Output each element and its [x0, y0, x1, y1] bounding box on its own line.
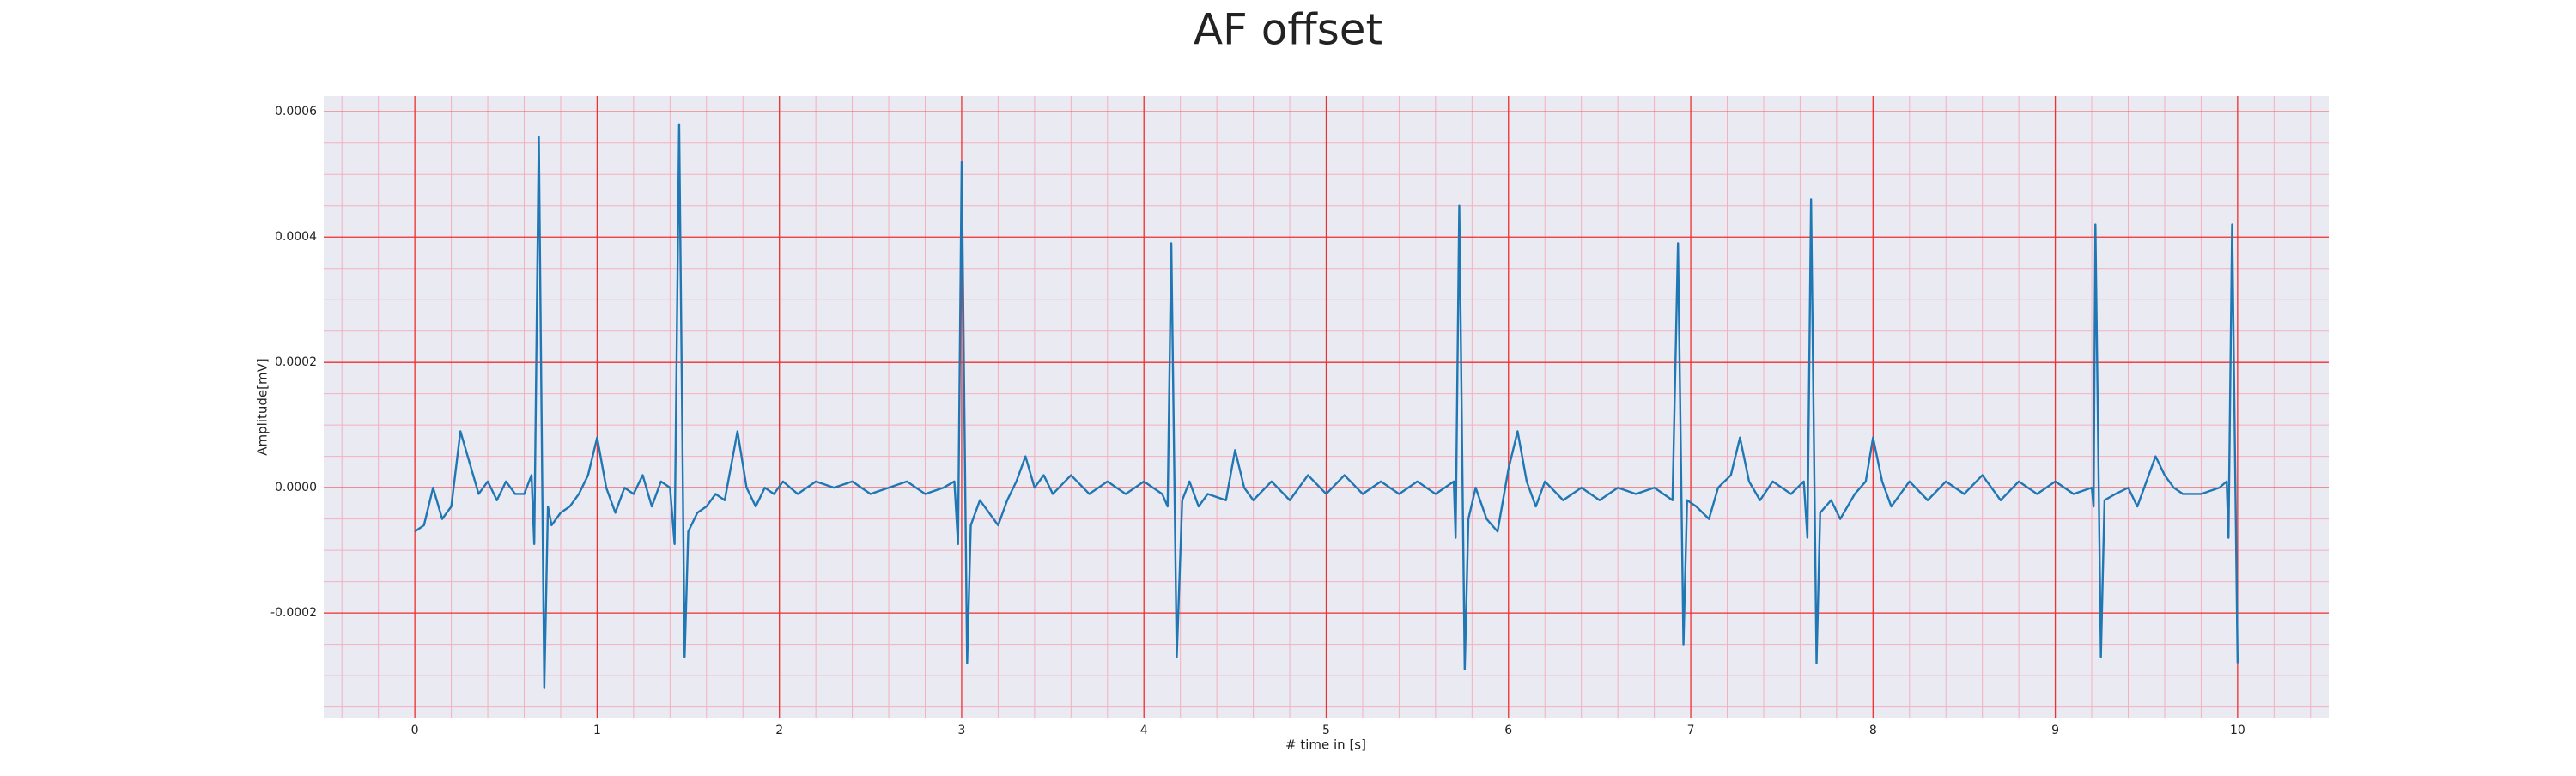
- x-axis-label: # time in [s]: [1285, 737, 1366, 753]
- x-tick-label: 0: [411, 724, 419, 737]
- chart-title: AF offset: [1194, 5, 1382, 55]
- x-tick-label: 1: [593, 724, 601, 737]
- x-tick-label: 2: [775, 724, 783, 737]
- x-tick-label: 9: [2051, 724, 2059, 737]
- x-tick-label: 4: [1140, 724, 1148, 737]
- y-tick-label: 0.0000: [275, 481, 317, 494]
- y-axis-label: Amplitude[mV]: [255, 358, 270, 455]
- y-tick-label: -0.0002: [270, 606, 317, 620]
- signal-line: [414, 123, 2239, 689]
- y-tick-label: 0.0006: [275, 105, 317, 118]
- x-tick-label: 7: [1687, 724, 1695, 737]
- x-tick-label: 8: [1869, 724, 1877, 737]
- y-tick-label: 0.0004: [275, 230, 317, 244]
- x-tick-label: 5: [1322, 724, 1330, 737]
- x-tick-label: 10: [2230, 724, 2245, 737]
- y-tick-label: 0.0002: [275, 355, 317, 369]
- x-tick-label: 3: [957, 724, 965, 737]
- x-tick-label: 6: [1504, 724, 1512, 737]
